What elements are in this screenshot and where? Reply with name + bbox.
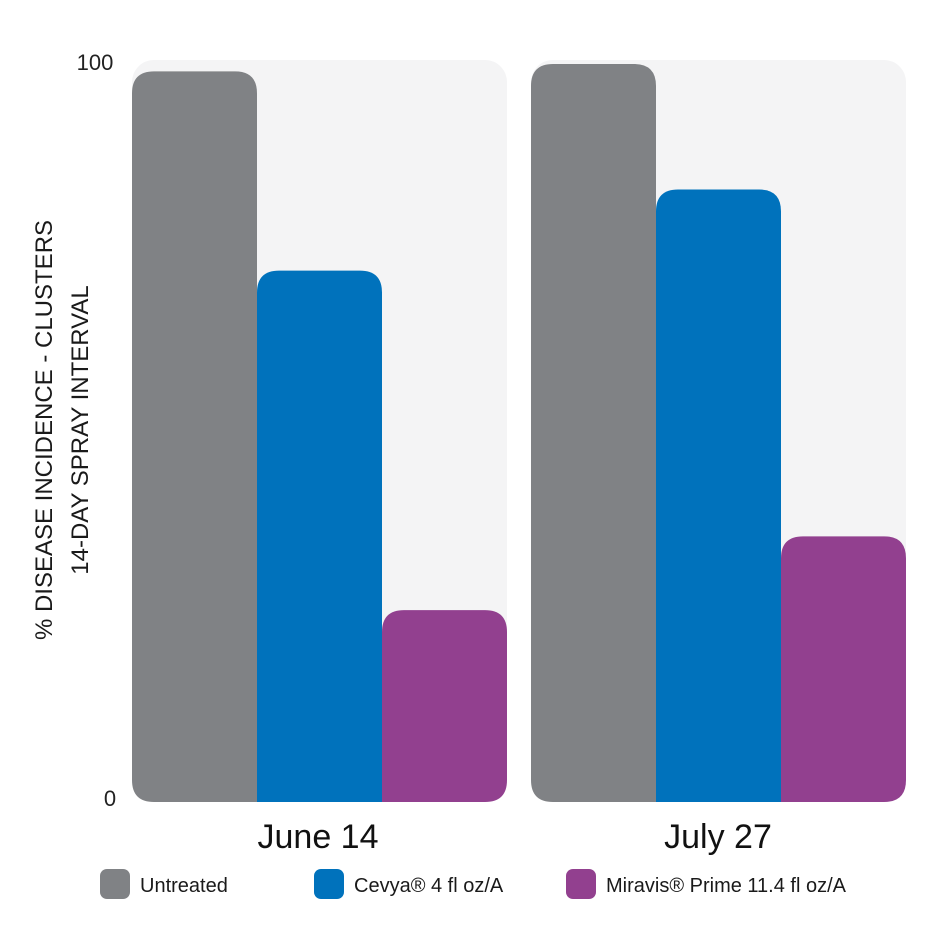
bar-june-14-cevya-4-fl-oz-a — [257, 270, 382, 802]
legend-item-untreated: Untreated — [100, 869, 228, 899]
legend-swatch-cevya — [314, 869, 344, 899]
y-axis-label-line-1: % DISEASE INCIDENCE - CLUSTERS — [31, 220, 58, 640]
y-tick-label-min: 0 — [104, 786, 116, 811]
bar-july-27-cevya-4-fl-oz-a — [656, 189, 781, 802]
legend-swatch-untreated — [100, 869, 130, 899]
legend-item-miravis-prime: Miravis® Prime 11.4 fl oz/A — [566, 869, 847, 899]
y-axis-label: % DISEASE INCIDENCE - CLUSTERS 14-DAY SP… — [31, 220, 94, 640]
bars — [132, 64, 906, 802]
bar-june-14-untreated — [132, 71, 257, 802]
category-label-july-27: July 27 — [664, 818, 772, 856]
y-axis-label-line-2: 14-DAY SPRAY INTERVAL — [67, 285, 94, 574]
legend-item-cevya: Cevya® 4 fl oz/A — [314, 869, 504, 899]
y-tick-label-max: 100 — [77, 50, 114, 75]
category-label-june-14: June 14 — [258, 818, 379, 856]
legend-swatch-miravis-prime — [566, 869, 596, 899]
bar-june-14-miravis-prime-11-4-fl-oz-a — [382, 610, 507, 802]
legend-label-miravis-prime: Miravis® Prime 11.4 fl oz/A — [606, 875, 847, 897]
bar-july-27-untreated — [531, 64, 656, 802]
legend: Untreated Cevya® 4 fl oz/A Miravis® Prim… — [100, 869, 847, 899]
legend-label-untreated: Untreated — [140, 875, 228, 897]
bar-july-27-miravis-prime-11-4-fl-oz-a — [781, 536, 906, 802]
legend-label-cevya: Cevya® 4 fl oz/A — [354, 875, 504, 897]
